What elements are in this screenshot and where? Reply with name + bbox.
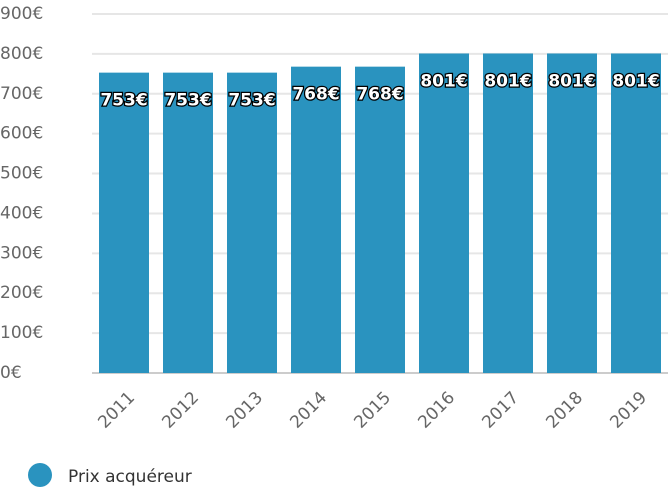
value-label: 801€	[548, 71, 595, 91]
y-tick-label: 900€	[0, 4, 43, 24]
x-tick-label: 2016	[414, 388, 459, 433]
value-label: 801€	[484, 71, 531, 91]
value-label: 753€	[164, 91, 211, 111]
value-label: 753€	[100, 91, 147, 111]
y-tick-label: 500€	[0, 164, 43, 184]
value-label: 768€	[356, 85, 403, 105]
y-tick-label: 200€	[0, 283, 43, 303]
value-label: 801€	[420, 71, 467, 91]
value-label: 801€	[612, 71, 659, 91]
value-label: 753€	[228, 91, 275, 111]
x-tick-label: 2017	[478, 388, 523, 433]
bar	[99, 72, 149, 374]
y-tick-label: 600€	[0, 124, 43, 144]
bar	[547, 53, 597, 374]
x-tick-label: 2014	[286, 388, 331, 433]
x-tick-label: 2013	[222, 388, 267, 433]
y-tick-label: 100€	[0, 323, 43, 343]
x-tick-label: 2012	[158, 388, 203, 433]
x-tick-label: 2018	[542, 388, 587, 433]
bar	[611, 53, 661, 374]
y-tick-label: 300€	[0, 243, 43, 263]
x-tick-label: 2015	[350, 388, 395, 433]
legend-swatch	[28, 463, 52, 487]
y-tick-label: 400€	[0, 203, 43, 223]
bar	[419, 53, 469, 374]
legend-label: Prix acquéreur	[68, 467, 192, 487]
x-tick-label: 2011	[94, 388, 139, 433]
bar	[483, 53, 533, 374]
y-tick-label: 800€	[0, 44, 43, 64]
y-tick-label: 700€	[0, 84, 43, 104]
bar	[227, 72, 277, 374]
bar	[291, 66, 341, 374]
bar	[355, 66, 405, 374]
value-label: 768€	[292, 85, 339, 105]
bar	[163, 72, 213, 374]
x-tick-label: 2019	[606, 388, 651, 433]
y-tick-label: 0€	[0, 363, 22, 383]
